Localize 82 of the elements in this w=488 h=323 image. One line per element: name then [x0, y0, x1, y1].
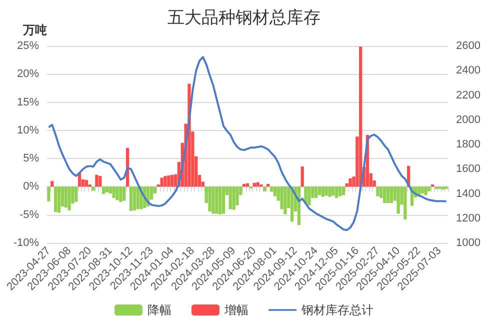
y-tick-label: 15% [16, 96, 40, 108]
y2-tick-label: 2400 [456, 64, 480, 77]
bar [105, 186, 109, 192]
y-tick-label: 25% [16, 40, 40, 52]
bar [74, 186, 78, 202]
bar [218, 186, 222, 214]
bar [396, 186, 400, 214]
y2-tick-label: 2000 [456, 114, 480, 126]
y-tick-label: -10% [13, 237, 40, 249]
bar [212, 186, 215, 214]
bar [167, 175, 170, 187]
bar [102, 186, 106, 194]
bar [420, 186, 424, 194]
y-axis-title: 万吨 [22, 23, 47, 37]
bar [335, 186, 338, 198]
y-tick-label: 10% [16, 124, 40, 136]
y2-tick-label: 1400 [456, 188, 480, 200]
y2-tick-label: 2600 [456, 40, 480, 52]
bar [332, 186, 335, 196]
bar [390, 186, 394, 204]
y-tick-label: 5% [23, 152, 40, 165]
legend-label: 钢材库存总计 [300, 303, 374, 317]
bar [300, 166, 304, 187]
bar [95, 174, 98, 187]
bar [441, 186, 444, 190]
bar [64, 186, 68, 208]
y-tick-label: 0% [23, 180, 40, 193]
y-tick-label: 20% [16, 68, 40, 80]
bar [47, 186, 50, 202]
bar [232, 186, 236, 210]
bar [57, 186, 61, 213]
bar [263, 186, 266, 192]
bar [132, 186, 136, 210]
bar [348, 178, 352, 187]
bar [338, 186, 342, 196]
bar [386, 186, 390, 204]
bar [228, 186, 232, 210]
chart-title: 五大品种钢材总库存 [168, 8, 320, 27]
bar [50, 181, 54, 187]
y2-tick-label: 1600 [456, 163, 480, 176]
bar [136, 186, 140, 210]
bar [383, 186, 386, 204]
bar [68, 186, 71, 210]
bar [260, 184, 263, 187]
bar [54, 186, 58, 212]
bar [314, 186, 318, 198]
bar [359, 46, 362, 187]
bar [92, 186, 95, 191]
bar [129, 186, 133, 211]
bar [84, 180, 88, 187]
bar [112, 186, 116, 198]
bar [318, 186, 322, 196]
legend-label: 降幅 [148, 303, 172, 317]
bar [164, 176, 167, 187]
bar [324, 186, 328, 196]
line-series [48, 56, 448, 232]
bar [342, 186, 346, 196]
bar [116, 186, 119, 200]
bar [222, 186, 226, 214]
bar [119, 186, 122, 202]
bar [170, 174, 174, 187]
bar [328, 186, 332, 197]
y2-tick-label: 1200 [456, 212, 480, 224]
bar [256, 182, 260, 187]
bar [308, 186, 311, 206]
y2-tick-label: 1800 [456, 138, 480, 150]
y2-tick-label: 2200 [456, 89, 480, 102]
bar [122, 186, 126, 201]
bar [424, 186, 428, 196]
bar [215, 186, 218, 214]
y2-tick-label: 1000 [456, 237, 480, 249]
y-tick-label: -5% [19, 208, 40, 221]
legend-label: 增幅 [224, 303, 248, 317]
bar [284, 186, 287, 214]
bar [321, 186, 324, 197]
bar [208, 186, 212, 212]
bar [404, 186, 407, 220]
bar [304, 186, 308, 204]
bar [98, 176, 102, 187]
bar [376, 186, 380, 196]
bar [428, 186, 431, 192]
bar [160, 178, 164, 187]
